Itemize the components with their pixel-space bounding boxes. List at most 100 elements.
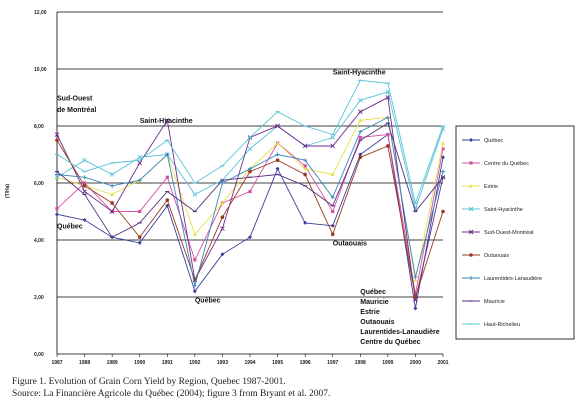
data-point (110, 183, 115, 188)
x-tick-label: 2000 (410, 360, 421, 366)
legend: Québec Centre du Québec Estrie Saint-Hyacin… (455, 125, 575, 340)
data-point (303, 164, 307, 168)
data-point (165, 203, 170, 208)
series-1 (55, 132, 445, 311)
data-point (358, 135, 362, 139)
data-point (165, 198, 170, 202)
data-point (330, 223, 335, 228)
data-point (55, 138, 59, 143)
data-point (303, 166, 308, 171)
series-line (56, 133, 444, 309)
annotation-label: Québec (195, 298, 221, 305)
data-point (109, 209, 115, 214)
x-tick-label: 2001 (437, 360, 448, 366)
y-tick-label: 8,00 (34, 124, 44, 130)
data-point (109, 172, 115, 177)
data-point (192, 283, 197, 288)
gridlines (57, 11, 443, 355)
x-axis: 1987 1988 1989 1990 1991 1992 1993 1994 1995 1996… (51, 354, 449, 366)
legend-item: Centre du Québec (462, 161, 529, 167)
data-point (330, 135, 336, 140)
data-point (54, 132, 60, 137)
data-point (303, 220, 308, 225)
data-point (275, 123, 280, 129)
annotation-label: Québec (360, 289, 386, 296)
x-tick-label: 1998 (355, 360, 366, 366)
annotation-label: Laurentides-Lanaudière (360, 329, 439, 336)
data-point (441, 141, 445, 145)
data-point (358, 152, 363, 157)
legend-swatch-marker (469, 253, 473, 257)
legend-box (455, 125, 575, 340)
data-point (441, 169, 445, 174)
annotation-label: Estrie (360, 309, 380, 316)
data-point (248, 166, 252, 171)
series-line (56, 96, 444, 300)
data-point (192, 289, 197, 294)
series-2 (55, 132, 445, 296)
y-tick-label: 2,00 (34, 295, 44, 301)
legend-item: Sud-Ouest-Montréal (462, 229, 534, 236)
data-point (55, 212, 59, 217)
annotation-label: Saint-Hyacinthe (140, 118, 193, 125)
legend-swatch-marker (468, 206, 474, 212)
x-tick-label: 1988 (79, 360, 90, 366)
data-point (413, 277, 418, 282)
legend-swatch-marker (469, 184, 473, 188)
data-point (248, 235, 252, 240)
y-tick-label: 12,00 (34, 10, 47, 16)
x-tick-label: 1999 (382, 360, 393, 366)
data-point (137, 178, 142, 183)
legend-item: Mauricie (462, 299, 505, 305)
data-point (303, 158, 308, 163)
data-point (220, 252, 225, 257)
data-point (331, 209, 335, 214)
data-point (82, 157, 87, 163)
data-point (165, 175, 169, 179)
y-tick-label: 6,00 (34, 181, 44, 187)
legend-label: Mauricie (484, 299, 505, 305)
data-point (413, 292, 418, 296)
data-point (82, 184, 87, 188)
series-line (56, 134, 444, 295)
series-line (56, 116, 444, 286)
legend-item: Estrie (462, 184, 498, 190)
legend-label: Laurentides-Lanaudière (484, 276, 542, 282)
legend-label: Saint-Hyacinthe (484, 207, 523, 213)
data-point (138, 209, 142, 214)
legend-item: Haut-Richelieu (462, 322, 520, 328)
data-point (82, 175, 87, 180)
data-point (330, 195, 335, 200)
x-tick-label: 1992 (189, 360, 200, 366)
data-point (385, 95, 391, 100)
legend-swatch-marker (468, 229, 474, 235)
data-point (358, 129, 363, 134)
series-5 (54, 95, 446, 303)
annotations: Sud-Ouest de Montréal Saint-Hyacinthe Saint… (57, 70, 440, 346)
data-point (193, 258, 197, 262)
data-point (330, 143, 336, 149)
legend-item: Saint-Hyacinthe (462, 206, 523, 213)
legend-label: Outaouais (484, 253, 509, 259)
data-point (413, 295, 418, 299)
legend-label: Estrie (484, 184, 498, 190)
data-point (275, 152, 280, 157)
annotation-label: Saint-Hyacinthe (333, 70, 386, 77)
x-tick-label: 1996 (300, 360, 311, 366)
figure-caption: Figure 1. Evolution of Grain Corn Yield … (12, 377, 286, 387)
x-tick-label: 1995 (272, 360, 283, 366)
data-point (358, 155, 363, 160)
data-point (330, 172, 335, 177)
data-point (386, 132, 390, 137)
data-point (247, 146, 253, 152)
data-point (275, 141, 280, 145)
figure-source: Source: La Financière Agricole du Québec… (12, 389, 331, 399)
data-point (385, 115, 390, 120)
data-point (220, 200, 225, 205)
data-point (192, 232, 197, 236)
series-line (56, 116, 444, 280)
series-3 (55, 115, 445, 282)
x-tick-label: 1989 (107, 360, 118, 366)
data-point (441, 147, 445, 151)
